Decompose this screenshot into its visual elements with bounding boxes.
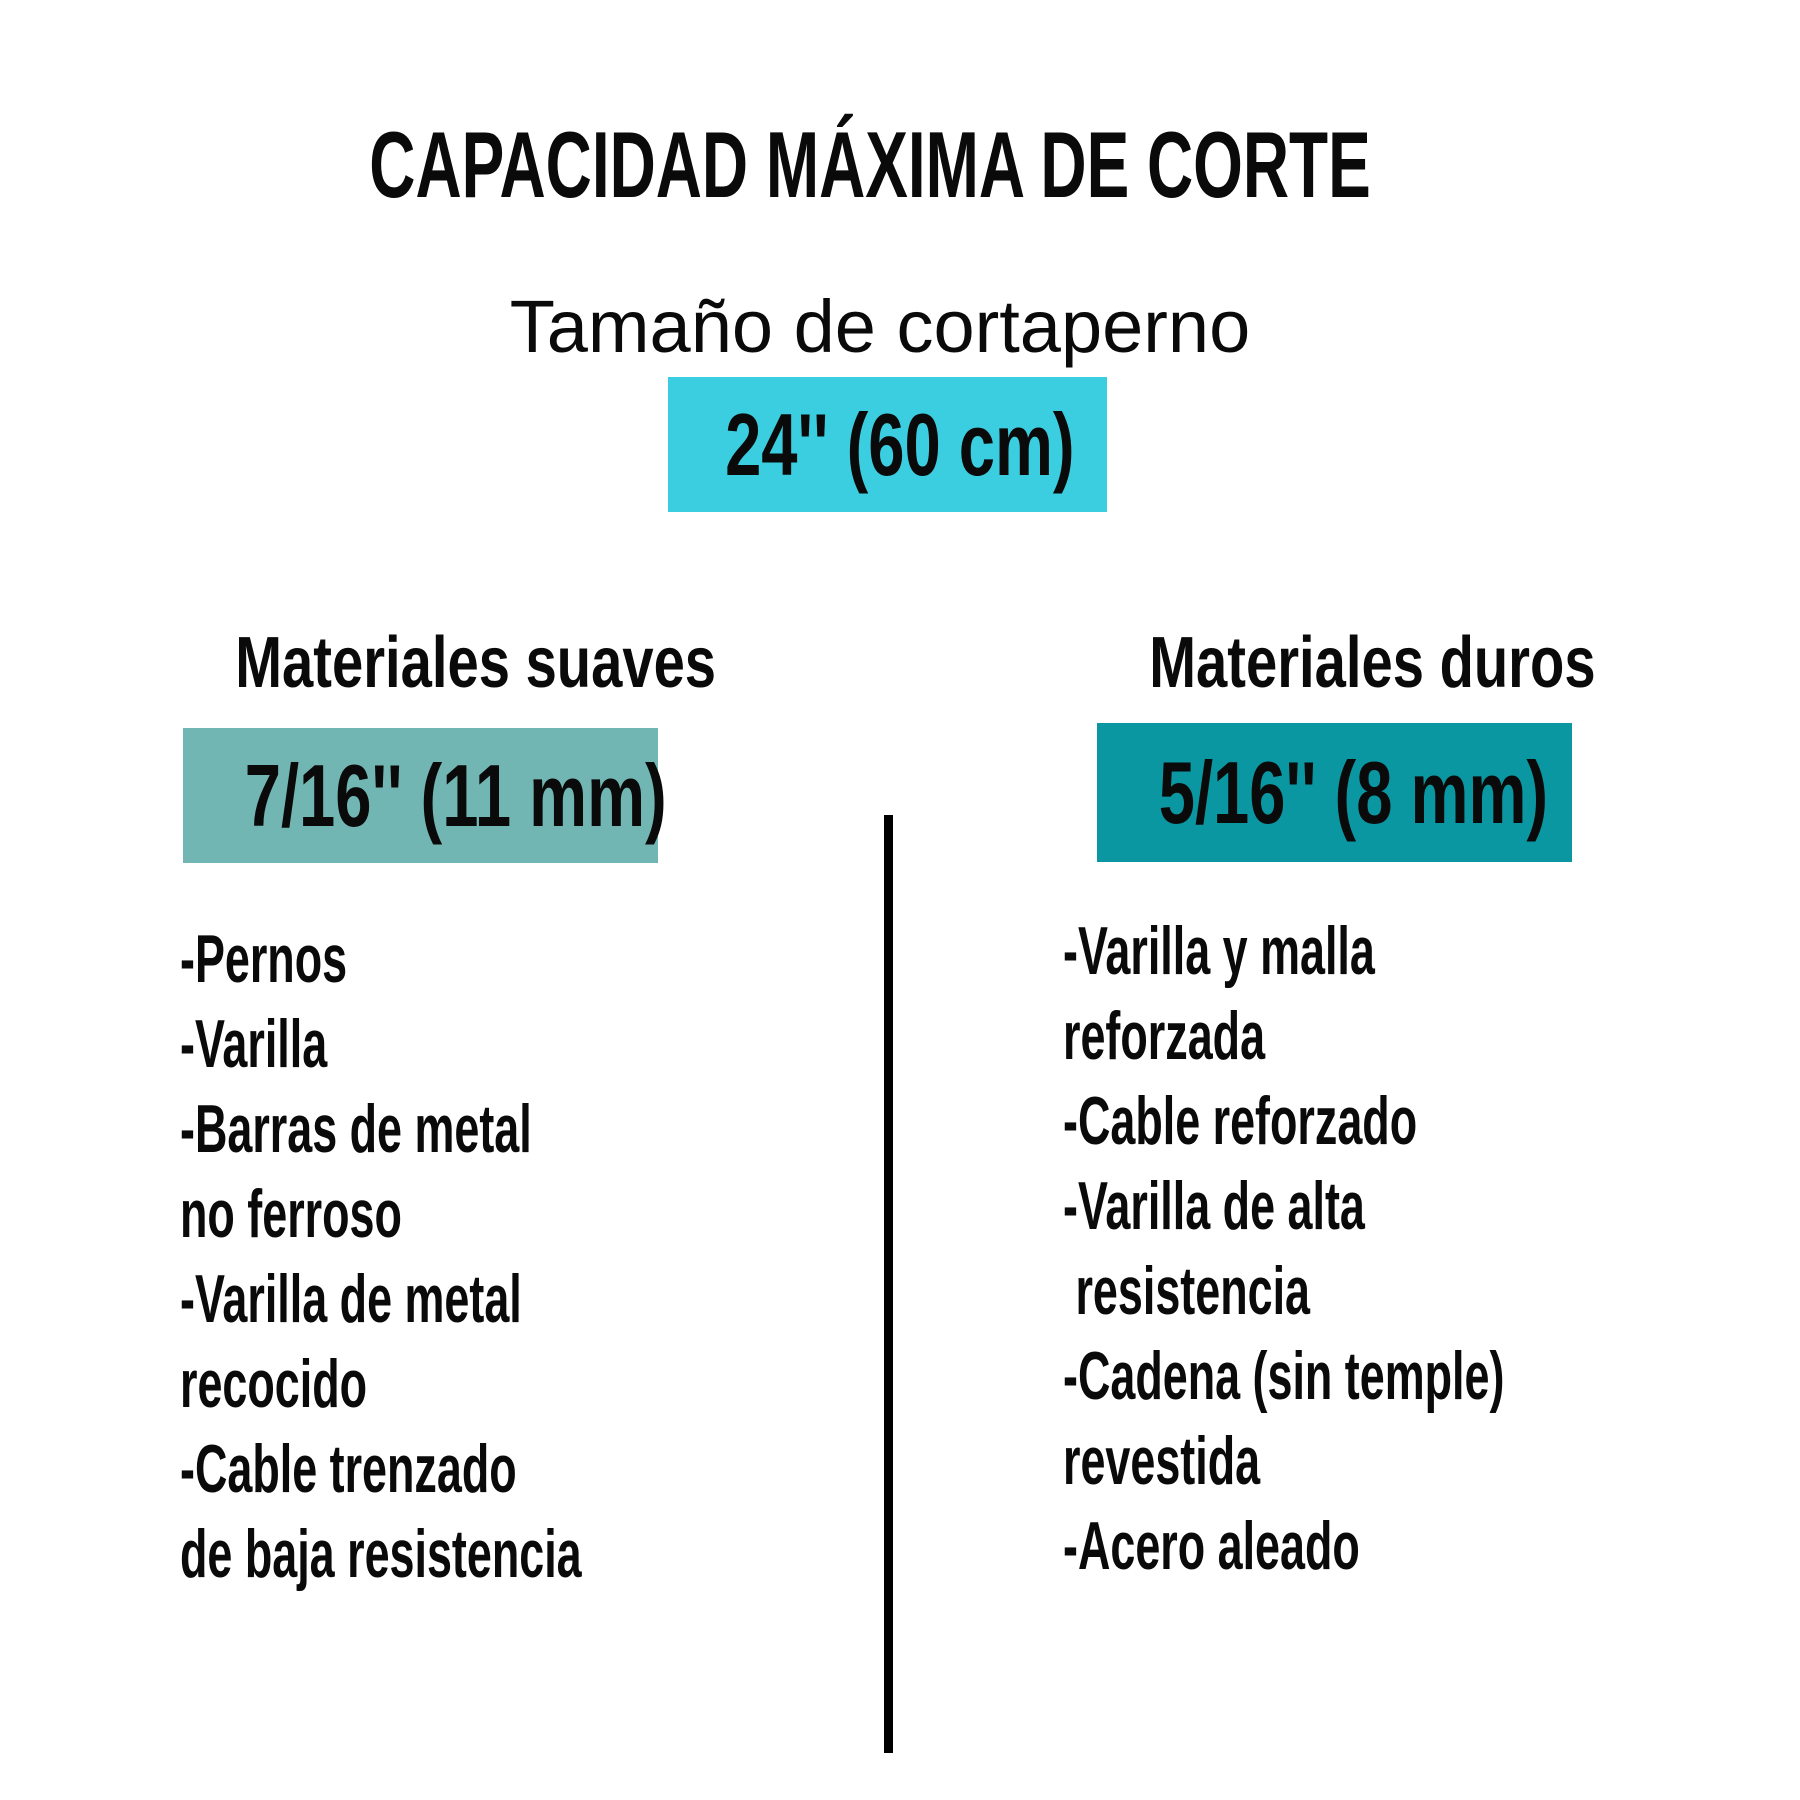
soft-materials-size-label: 7/16'' (11 mm) — [244, 746, 667, 845]
cutter-size-label: 24'' (60 cm) — [725, 395, 1075, 494]
soft-materials-list: -Pernos -Varilla -Barras de metal no fer… — [180, 917, 582, 1597]
list-item: -Acero aleado — [1063, 1508, 1360, 1584]
list-item: de baja resistencia — [180, 1516, 582, 1592]
soft-materials-header: Materiales suaves — [235, 623, 717, 703]
page-title: CAPACIDAD MÁXIMA DE CORTE — [369, 112, 1371, 217]
hard-materials-size-label: 5/16'' (8 mm) — [1158, 743, 1549, 842]
hard-materials-size-badge: 5/16'' (8 mm) — [1097, 723, 1572, 862]
list-item: -Varilla de metal — [180, 1261, 522, 1337]
list-item: -Cable reforzado — [1063, 1083, 1418, 1159]
column-divider — [884, 815, 893, 1753]
list-item: revestida — [1063, 1423, 1261, 1499]
list-item: -Cable trenzado — [180, 1431, 517, 1507]
cutter-size-subtitle: Tamaño de cortaperno — [509, 285, 1251, 368]
list-item: -Pernos — [180, 921, 348, 997]
list-item: -Varilla de alta — [1063, 1168, 1365, 1244]
cutter-size-badge: 24'' (60 cm) — [668, 377, 1107, 512]
list-item: reforzada — [1063, 998, 1266, 1074]
list-item: recocido — [180, 1346, 368, 1422]
list-item: -Varilla — [180, 1006, 328, 1082]
hard-materials-header: Materiales duros — [1149, 623, 1596, 703]
list-item: no ferroso — [180, 1176, 402, 1252]
list-item: -Barras de metal — [180, 1091, 532, 1167]
soft-materials-size-badge: 7/16'' (11 mm) — [183, 728, 667, 863]
list-item: -Varilla y malla — [1063, 913, 1375, 989]
list-item: -Cadena (sin temple) — [1063, 1338, 1505, 1414]
hard-materials-list: -Varilla y malla reforzada -Cable reforz… — [1063, 909, 1504, 1589]
list-item: resistencia — [1063, 1253, 1310, 1329]
